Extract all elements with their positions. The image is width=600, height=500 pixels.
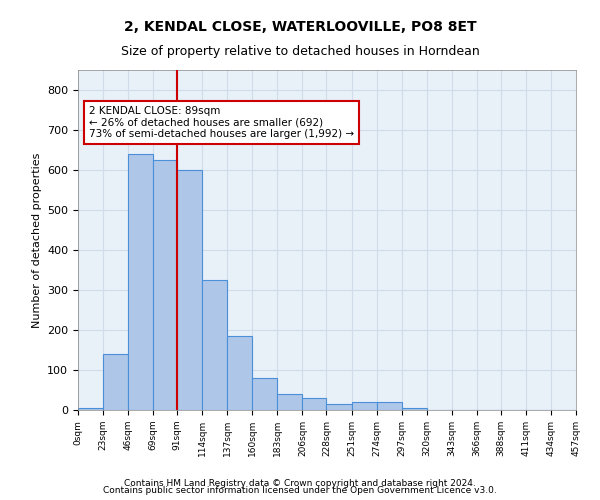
Bar	[326, 404, 352, 410]
Bar	[377, 402, 401, 410]
Bar	[153, 160, 177, 410]
Bar	[177, 170, 202, 410]
Text: Contains public sector information licensed under the Open Government Licence v3: Contains public sector information licen…	[103, 486, 497, 495]
Text: 2 KENDAL CLOSE: 89sqm
← 26% of detached houses are smaller (692)
73% of semi-det: 2 KENDAL CLOSE: 89sqm ← 26% of detached …	[89, 106, 354, 139]
Text: Contains HM Land Registry data © Crown copyright and database right 2024.: Contains HM Land Registry data © Crown c…	[124, 478, 476, 488]
Bar	[253, 378, 277, 410]
Text: 2, KENDAL CLOSE, WATERLOOVILLE, PO8 8ET: 2, KENDAL CLOSE, WATERLOOVILLE, PO8 8ET	[124, 20, 476, 34]
Bar	[302, 398, 326, 410]
Text: Size of property relative to detached houses in Horndean: Size of property relative to detached ho…	[121, 45, 479, 58]
Bar	[401, 408, 427, 410]
Bar	[352, 402, 377, 410]
Y-axis label: Number of detached properties: Number of detached properties	[32, 152, 41, 328]
Bar	[277, 394, 302, 410]
Bar	[202, 280, 227, 410]
Bar	[78, 408, 103, 410]
Bar	[103, 354, 128, 410]
Bar	[227, 336, 253, 410]
Bar	[128, 154, 153, 410]
